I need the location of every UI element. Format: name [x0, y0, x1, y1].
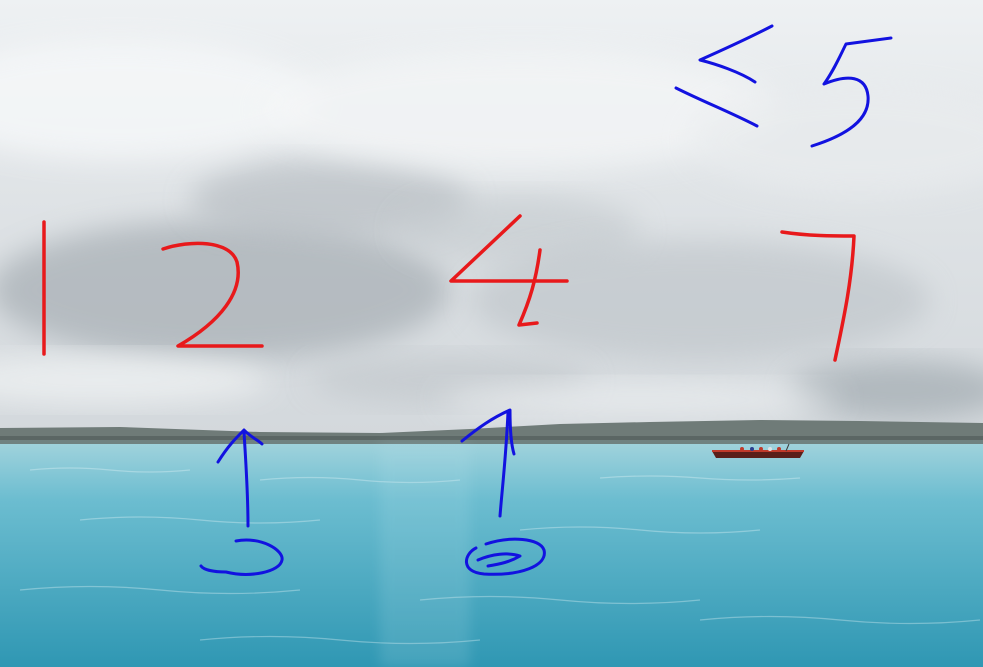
digit-2-stroke: [161, 241, 264, 348]
blue-handwritten-marks: [199, 24, 893, 576]
left-loop-stroke: [199, 538, 284, 576]
left-arrow-stroke: [216, 428, 264, 528]
red-handwritten-digits: [42, 214, 856, 362]
less-than-stroke: [674, 24, 774, 128]
rowing-boat: [712, 443, 804, 458]
clouds: [0, 40, 983, 420]
digit-7-stroke: [780, 230, 856, 362]
center-loop-stroke: [465, 537, 546, 576]
center-arrow-stroke: [460, 408, 516, 518]
digit-4-stroke: [449, 214, 569, 327]
digit-5-stroke: [810, 36, 893, 148]
